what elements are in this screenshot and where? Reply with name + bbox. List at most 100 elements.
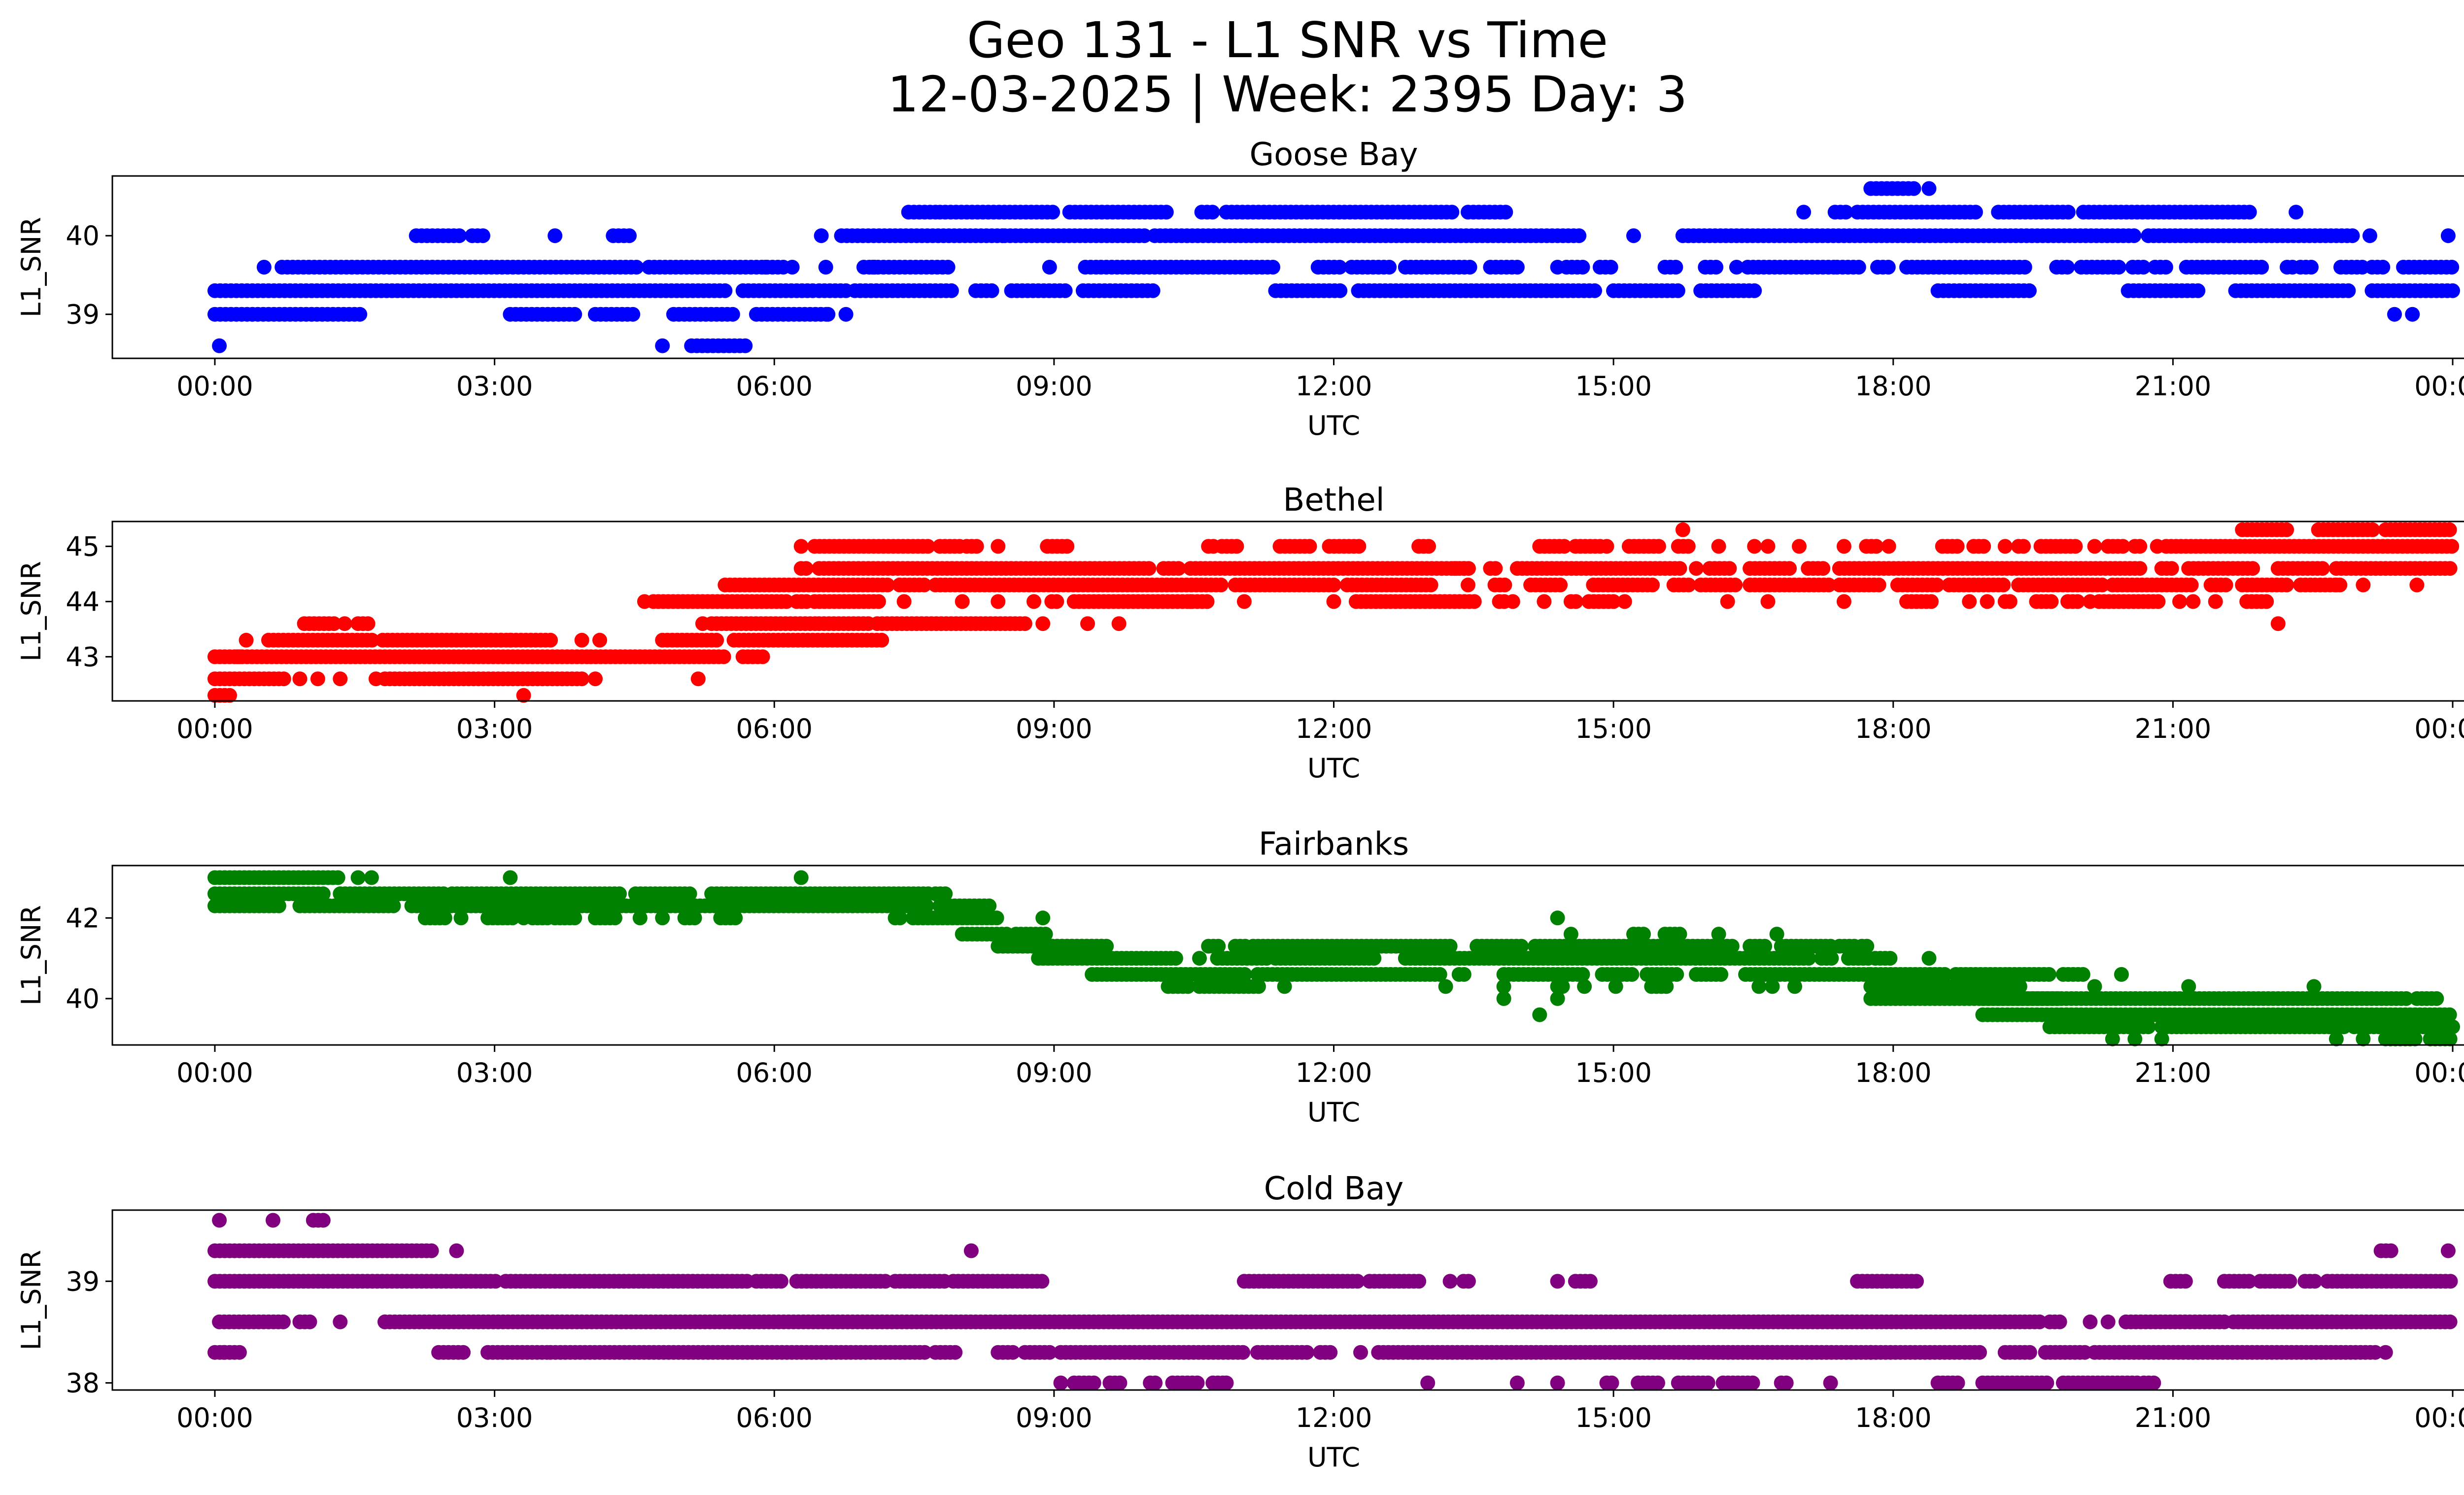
data-point xyxy=(2164,561,2179,576)
data-point xyxy=(2444,539,2460,554)
data-point xyxy=(1929,577,1945,592)
data-point xyxy=(1680,539,1696,554)
y-tick-label: 44 xyxy=(66,586,100,617)
data-point xyxy=(222,688,237,703)
x-tick-label: 12:00 xyxy=(1296,1057,1372,1088)
data-point xyxy=(1411,1274,1427,1289)
figure-title-line2: 12-03-2025 | Week: 2395 Day: 3 xyxy=(887,66,1688,123)
data-point xyxy=(1881,260,1896,275)
data-point xyxy=(896,594,912,609)
data-point xyxy=(2083,1314,2098,1329)
data-point xyxy=(2184,577,2199,592)
data-point xyxy=(1353,1345,1368,1360)
data-point xyxy=(1796,205,1812,220)
data-point xyxy=(1277,979,1292,994)
data-point xyxy=(2021,283,2037,298)
x-tick-label: 09:00 xyxy=(1016,371,1093,402)
data-point xyxy=(690,671,706,687)
data-point xyxy=(212,1213,227,1228)
data-point xyxy=(2375,260,2391,275)
data-point xyxy=(2365,522,2380,537)
data-point xyxy=(1747,539,1762,554)
data-point xyxy=(543,632,558,648)
data-point xyxy=(437,910,452,926)
data-point xyxy=(1505,594,1520,609)
data-point xyxy=(2075,967,2090,982)
x-tick-label: 00:00 xyxy=(176,1057,253,1088)
data-point xyxy=(2060,205,2076,220)
data-point xyxy=(629,260,644,275)
data-point xyxy=(1550,910,1565,926)
x-axis-label: UTC xyxy=(1307,753,1360,784)
data-point xyxy=(1141,561,1157,576)
data-point xyxy=(1367,951,1382,966)
data-point xyxy=(1111,616,1127,631)
data-point xyxy=(2444,260,2460,275)
data-point xyxy=(1159,205,1174,220)
y-tick-label: 40 xyxy=(66,220,100,251)
data-point xyxy=(516,688,531,703)
scatter-series xyxy=(207,1213,2458,1391)
data-point xyxy=(266,1213,280,1228)
data-point xyxy=(969,539,984,554)
data-point xyxy=(1909,1274,1924,1289)
data-point xyxy=(779,594,794,609)
data-point xyxy=(2356,577,2371,592)
data-point xyxy=(1670,283,1685,298)
data-point xyxy=(1462,260,1477,275)
data-point xyxy=(337,616,352,631)
data-point xyxy=(991,539,1006,554)
y-tick-label: 42 xyxy=(66,903,100,934)
data-point xyxy=(1235,1345,1251,1360)
data-point xyxy=(424,1243,439,1258)
data-point xyxy=(2440,1243,2456,1258)
data-point xyxy=(364,870,379,885)
scatter-series xyxy=(207,522,2460,703)
x-tick-label: 18:00 xyxy=(1855,713,1932,744)
data-point xyxy=(1236,594,1252,609)
data-point xyxy=(1728,577,1743,592)
data-point xyxy=(1972,1345,1987,1360)
data-point xyxy=(1168,951,1183,966)
data-point xyxy=(1624,967,1640,982)
data-point xyxy=(1821,577,1836,592)
data-point xyxy=(709,632,724,648)
data-point xyxy=(1553,577,1568,592)
data-point xyxy=(232,1345,247,1360)
data-point xyxy=(1997,539,2013,554)
data-point xyxy=(2405,307,2420,322)
data-point xyxy=(2016,539,2031,554)
data-point xyxy=(1498,205,1513,220)
data-point xyxy=(592,632,607,648)
data-point xyxy=(1300,1345,1314,1360)
data-point xyxy=(2245,561,2260,576)
y-axis-label: L1_SNR xyxy=(16,561,47,661)
data-point xyxy=(239,632,254,648)
data-point xyxy=(2409,577,2425,592)
data-point xyxy=(1251,979,1266,994)
data-point xyxy=(793,870,809,885)
data-point xyxy=(716,649,731,664)
data-point xyxy=(1760,539,1776,554)
data-point xyxy=(1496,991,1511,1006)
data-point xyxy=(2151,594,2166,609)
data-point xyxy=(1815,561,1831,576)
data-point xyxy=(655,338,670,353)
data-point xyxy=(1751,979,1767,994)
x-tick-label: 15:00 xyxy=(1575,713,1652,744)
data-point xyxy=(622,228,637,243)
data-point xyxy=(2315,561,2330,576)
data-point xyxy=(2068,539,2083,554)
data-point xyxy=(271,898,286,913)
x-tick-label: 00:00 xyxy=(176,371,253,402)
data-point xyxy=(1497,577,1512,592)
data-point xyxy=(1836,539,1851,554)
data-point xyxy=(1229,539,1244,554)
data-point xyxy=(1801,951,1816,966)
data-point xyxy=(574,671,589,687)
data-point xyxy=(2442,522,2457,537)
data-point xyxy=(2362,228,2377,243)
data-point xyxy=(1617,594,1632,609)
data-point xyxy=(2022,1345,2037,1360)
